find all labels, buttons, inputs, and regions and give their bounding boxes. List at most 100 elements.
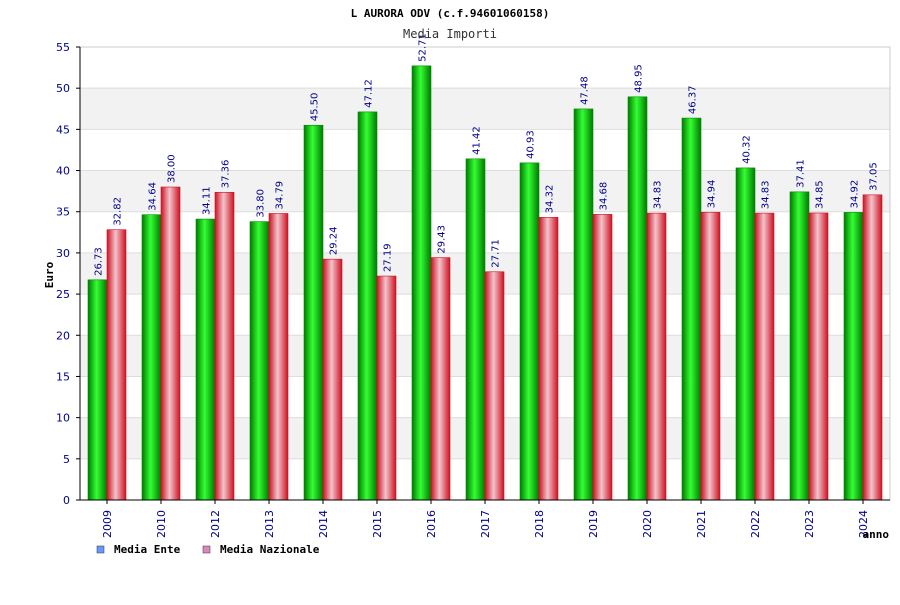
- value-label-media-nazionale: 27.19: [383, 243, 394, 272]
- x-tick-label: 2014: [317, 510, 330, 538]
- x-tick-label: 2020: [641, 510, 654, 538]
- value-label-media-nazionale: 27.71: [491, 239, 502, 268]
- value-label-media-ente: 48.95: [634, 64, 645, 93]
- chart-subtitle: Media Importi: [403, 27, 497, 41]
- bar-media-ente: [303, 124, 324, 501]
- legend-label-media-ente: Media Ente: [114, 543, 181, 556]
- chart-title: L AURORA ODV (c.f.94601060158): [351, 7, 550, 20]
- bar-media-ente: [195, 218, 216, 501]
- bar-media-nazionale: [538, 217, 559, 501]
- x-tick-label: 2016: [425, 510, 438, 538]
- x-tick-label: 2009: [101, 510, 114, 538]
- y-axis-label: Euro: [43, 261, 56, 288]
- bar-media-ente: [627, 96, 648, 501]
- value-label-media-ente: 34.11: [202, 186, 213, 215]
- bar-media-nazionale: [700, 211, 721, 501]
- value-label-media-nazionale: 29.43: [437, 225, 448, 254]
- value-label-media-nazionale: 37.36: [221, 160, 232, 189]
- value-label-media-ente: 41.42: [472, 126, 483, 155]
- bar-media-nazionale: [592, 214, 613, 501]
- bar-media-nazionale: [862, 194, 883, 501]
- y-axis-ticks: 0 5 10 15 20 25 30 35 40 45 50 55: [56, 41, 80, 507]
- y-tick-label: 50: [56, 82, 70, 95]
- legend-swatch-media-ente: [96, 545, 105, 554]
- value-label-media-ente: 33.80: [256, 189, 267, 218]
- bar-media-nazionale: [430, 257, 451, 501]
- y-tick-label: 0: [63, 494, 70, 507]
- bar-media-ente: [735, 167, 756, 501]
- x-axis-label: anno: [863, 528, 890, 541]
- bar-media-ente: [573, 108, 594, 501]
- y-tick-label: 35: [56, 206, 70, 219]
- grid-band: [80, 88, 890, 130]
- x-tick-label: 2013: [263, 510, 276, 538]
- value-label-media-nazionale: 34.68: [599, 182, 610, 211]
- bar-media-ente: [681, 117, 702, 501]
- value-label-media-nazionale: 38.00: [167, 154, 178, 183]
- bar-media-nazionale: [808, 212, 829, 501]
- legend: Media Ente Media Nazionale: [96, 543, 320, 556]
- x-tick-label: 2012: [209, 510, 222, 538]
- bar-media-nazionale: [484, 271, 505, 501]
- bar-media-ente: [519, 162, 540, 501]
- x-tick-label: 2019: [587, 510, 600, 538]
- x-tick-label: 2010: [155, 510, 168, 538]
- y-tick-label: 25: [56, 288, 70, 301]
- bar-media-nazionale: [376, 275, 397, 501]
- y-tick-label: 20: [56, 329, 70, 342]
- legend-label-media-nazionale: Media Nazionale: [220, 543, 320, 556]
- x-tick-label: 2023: [803, 510, 816, 538]
- x-tick-label: 2017: [479, 510, 492, 538]
- bar-media-ente: [141, 214, 162, 501]
- value-label-media-nazionale: 34.94: [707, 180, 718, 209]
- x-tick-label: 2015: [371, 510, 384, 538]
- y-tick-label: 5: [63, 453, 70, 466]
- bar-media-nazionale: [322, 258, 343, 501]
- y-tick-label: 10: [56, 412, 70, 425]
- y-tick-label: 55: [56, 41, 70, 54]
- bar-media-nazionale: [214, 191, 235, 501]
- bar-media-ente: [357, 111, 378, 501]
- bar-media-ente: [249, 221, 270, 501]
- bar-media-nazionale: [754, 212, 775, 501]
- bar-media-nazionale: [160, 186, 181, 501]
- y-tick-label: 30: [56, 247, 70, 260]
- value-label-media-nazionale: 37.05: [869, 162, 880, 191]
- bar-media-ente: [789, 191, 810, 501]
- bar-media-ente: [411, 65, 432, 501]
- value-label-media-ente: 40.32: [742, 135, 753, 164]
- value-label-media-nazionale: 32.82: [113, 197, 124, 226]
- bar-media-nazionale: [268, 213, 289, 501]
- bar-media-nazionale: [106, 229, 127, 501]
- y-tick-label: 15: [56, 370, 70, 383]
- value-label-media-nazionale: 34.79: [275, 181, 286, 210]
- bar-media-ente: [465, 158, 486, 501]
- value-label-media-ente: 34.64: [148, 182, 159, 211]
- value-label-media-ente: 26.73: [94, 247, 105, 276]
- value-label-media-ente: 40.93: [526, 130, 537, 159]
- x-tick-label: 2022: [749, 510, 762, 538]
- value-label-media-ente: 47.12: [364, 79, 375, 108]
- value-label-media-ente: 37.41: [796, 159, 807, 188]
- x-axis-ticks: 2009 2010 2012 2013 2014 2015 2016 2017 2018 2019…: [101, 500, 870, 538]
- value-label-media-ente: 45.50: [310, 93, 321, 122]
- y-tick-label: 40: [56, 165, 70, 178]
- value-label-media-ente: 47.48: [580, 76, 591, 105]
- legend-swatch-media-nazionale: [202, 545, 211, 554]
- value-labels-group: 26.73 32.82 34.64 38.00 34.11 37.36 33.80 34.79…: [94, 33, 880, 276]
- bar-media-ente: [87, 279, 108, 501]
- bars-group: [87, 65, 883, 501]
- value-label-media-nazionale: 34.32: [545, 185, 556, 214]
- value-label-media-ente: 52.71: [418, 33, 429, 62]
- value-label-media-nazionale: 34.83: [653, 180, 664, 209]
- y-tick-label: 45: [56, 123, 70, 136]
- x-tick-label: 2021: [695, 510, 708, 538]
- value-label-media-nazionale: 29.24: [329, 227, 340, 256]
- x-tick-label: 2024: [857, 510, 870, 538]
- value-label-media-nazionale: 34.83: [761, 180, 772, 209]
- x-tick-label: 2018: [533, 510, 546, 538]
- value-label-media-ente: 34.92: [850, 180, 861, 209]
- bar-media-ente: [843, 212, 864, 501]
